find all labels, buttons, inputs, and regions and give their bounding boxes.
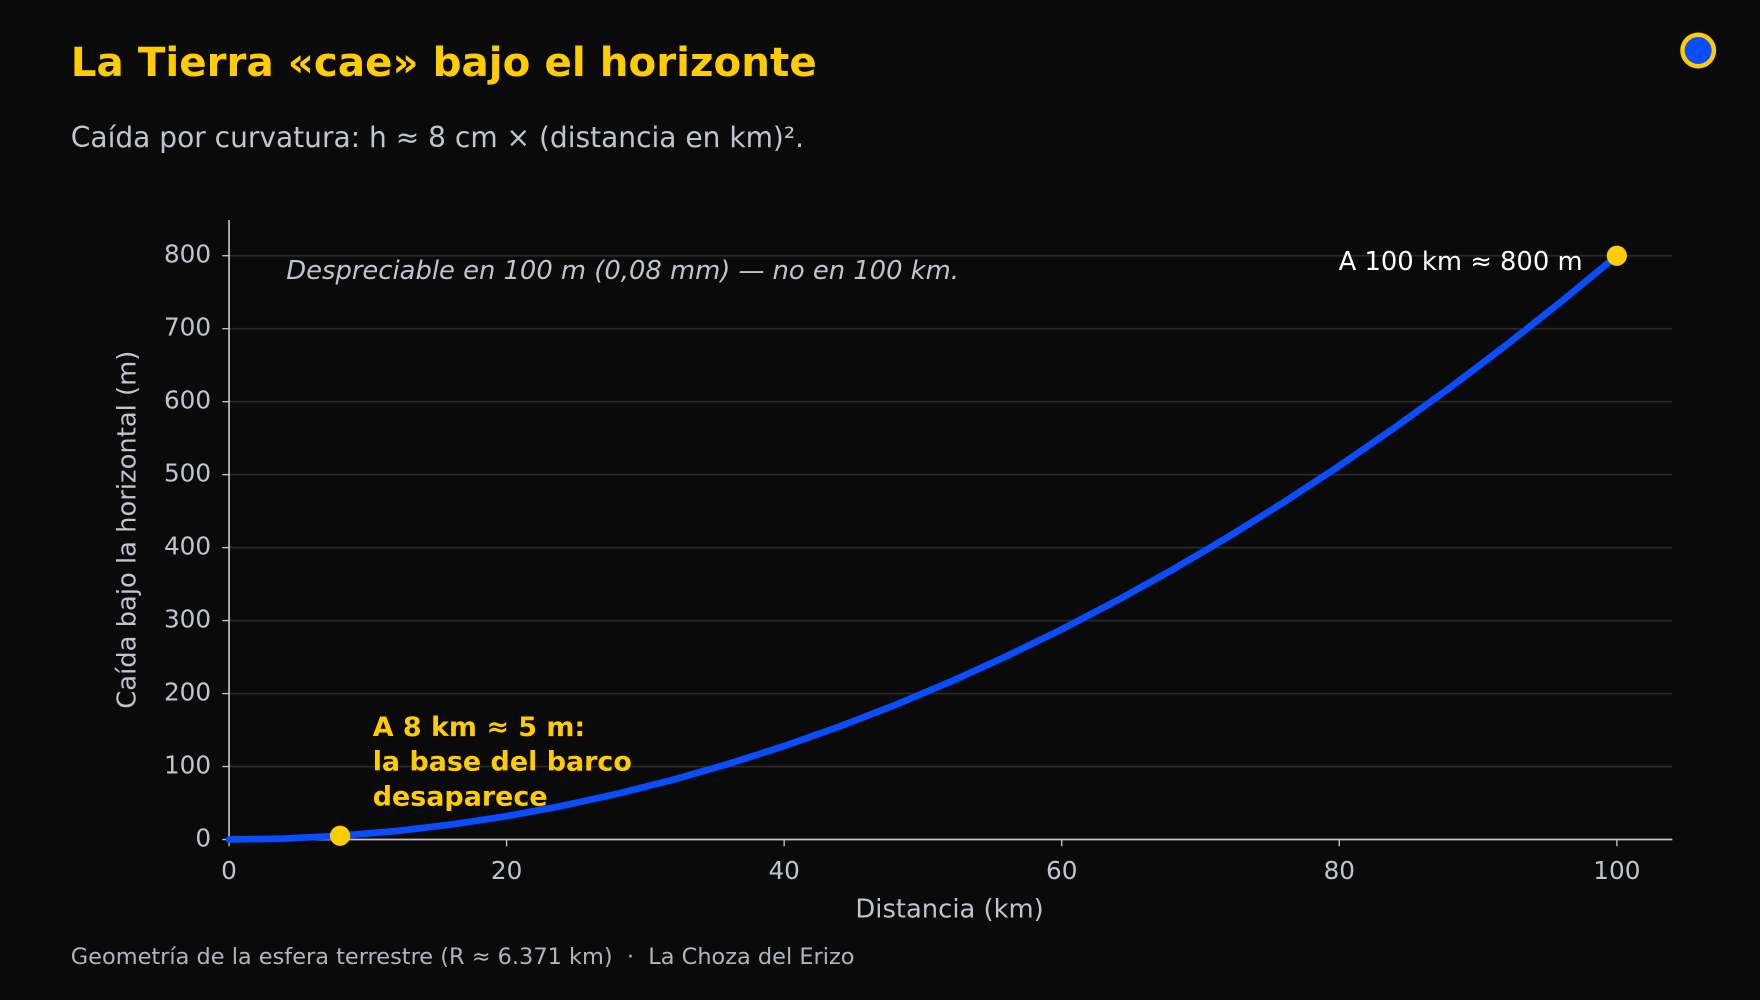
y-tick-label: 300 xyxy=(164,605,211,634)
annotation: la base del barco xyxy=(373,747,632,778)
annotation: A 8 km ≈ 5 m: xyxy=(373,712,586,743)
y-tick-label: 200 xyxy=(164,678,211,707)
chart-title: La Tierra «cae» bajo el horizonte xyxy=(71,38,817,86)
line-series xyxy=(225,252,1621,843)
x-tick-label: 40 xyxy=(768,856,799,885)
highlight-point xyxy=(329,825,351,846)
annotation: desaparece xyxy=(373,781,548,812)
annotation: Despreciable en 100 m (0,08 mm) — no en … xyxy=(286,256,959,286)
y-tick-label: 400 xyxy=(164,532,211,561)
y-tick-label: 100 xyxy=(164,751,211,780)
footer: Geometría de la esfera terrestre (R ≈ 6.… xyxy=(71,944,855,970)
x-axis-label: Distancia (km) xyxy=(855,895,1043,925)
plot-area: 0 100 200 300 400 500 600 700 800 0 20 40 60 80 100 xyxy=(164,219,1673,885)
x-tick-label: 20 xyxy=(491,856,522,885)
y-tick-label: 500 xyxy=(164,459,211,488)
x-tick-label: 0 xyxy=(221,856,237,885)
y-tick-label: 700 xyxy=(164,313,211,342)
x-tick-label: 60 xyxy=(1046,856,1077,885)
y-tick-label: 600 xyxy=(164,386,211,415)
x-tick-label: 80 xyxy=(1324,856,1355,885)
y-axis-label: Caída bajo la horizontal (m) xyxy=(113,351,143,709)
highlight-point xyxy=(1606,245,1627,266)
x-tick-label: 100 xyxy=(1593,856,1640,885)
chart-subtitle: Caída por curvatura: h ≈ 8 cm × (distanc… xyxy=(71,121,804,154)
y-tick-label: 800 xyxy=(164,240,211,269)
logo xyxy=(1680,32,1717,69)
y-tick-label: 0 xyxy=(195,824,211,853)
annotation: A 100 km ≈ 800 m xyxy=(1339,247,1583,277)
